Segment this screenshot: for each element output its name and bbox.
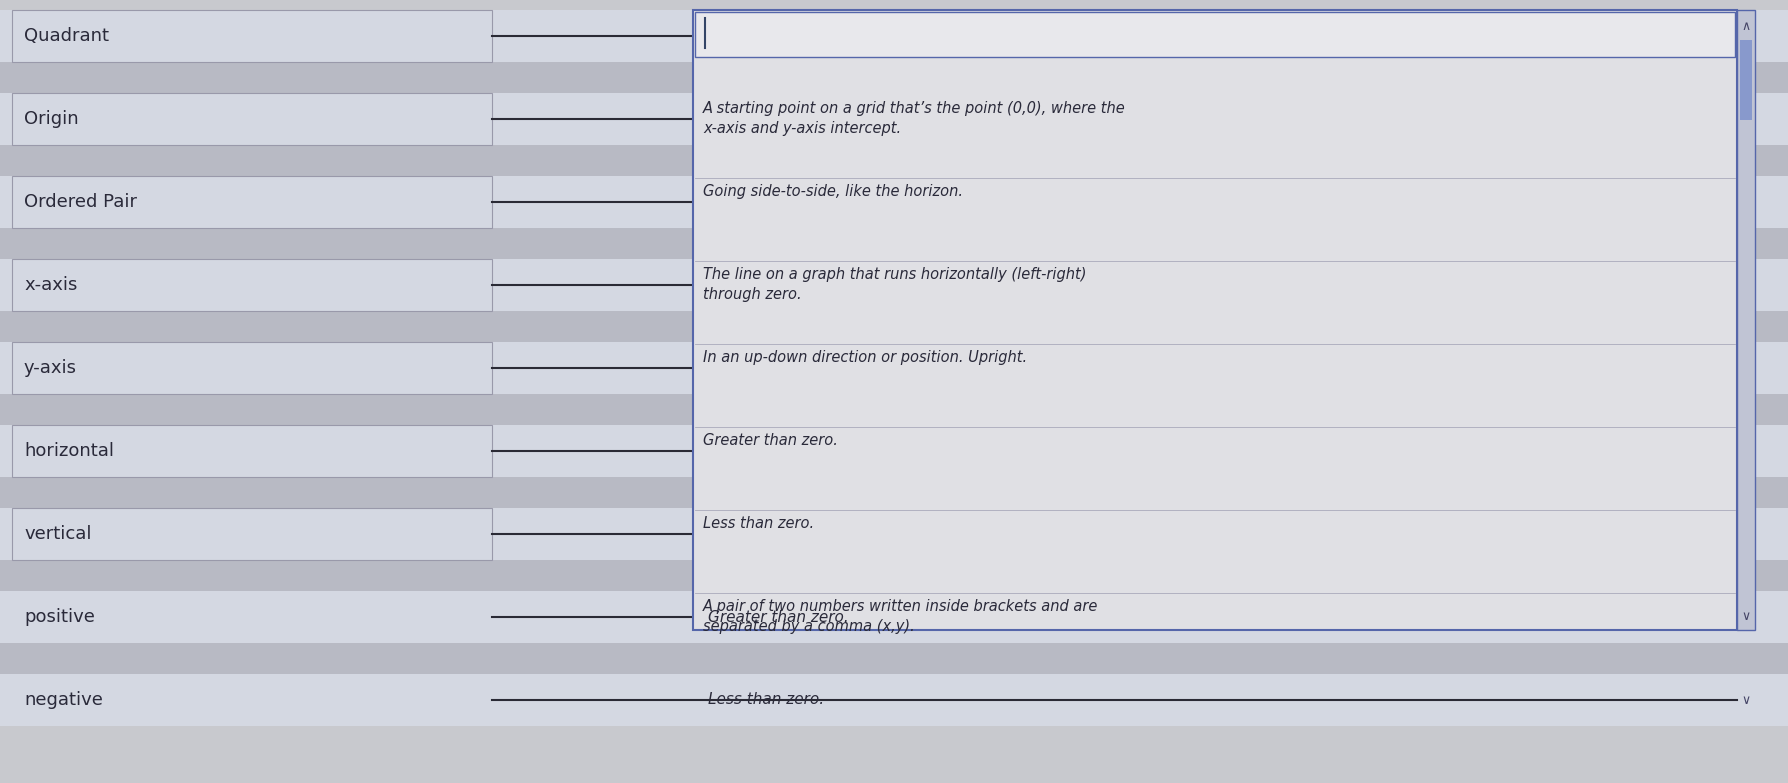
Bar <box>0 425 1788 477</box>
Text: horizontal: horizontal <box>23 442 114 460</box>
Bar <box>13 259 492 311</box>
Bar <box>0 145 1788 176</box>
Bar <box>0 643 1788 674</box>
Bar <box>0 342 1788 394</box>
Bar <box>0 228 1788 259</box>
Text: The line on a graph that runs horizontally (left-right)
through zero.: The line on a graph that runs horizontal… <box>703 267 1087 301</box>
Text: ∧: ∧ <box>1742 20 1750 33</box>
Text: Going side-to-side, like the horizon.: Going side-to-side, like the horizon. <box>703 184 964 199</box>
Text: Less than zero.: Less than zero. <box>708 692 824 708</box>
Bar <box>1736 10 1756 630</box>
Bar <box>694 10 1736 630</box>
Bar <box>0 674 1788 726</box>
Bar <box>0 176 1788 228</box>
Bar <box>0 93 1788 145</box>
Bar <box>696 12 1734 57</box>
Bar <box>0 508 1788 560</box>
Bar <box>0 311 1788 342</box>
Text: vertical: vertical <box>23 525 91 543</box>
Bar <box>0 394 1788 425</box>
Text: positive: positive <box>23 608 95 626</box>
Bar <box>0 10 1788 62</box>
Text: x-axis: x-axis <box>23 276 77 294</box>
Text: Origin: Origin <box>23 110 79 128</box>
Text: ∨: ∨ <box>1742 694 1750 706</box>
Bar <box>13 93 492 145</box>
Bar <box>13 176 492 228</box>
Text: y-axis: y-axis <box>23 359 77 377</box>
Bar <box>13 508 492 560</box>
Text: ∨: ∨ <box>1742 611 1750 623</box>
Bar <box>13 10 492 62</box>
Bar <box>0 62 1788 93</box>
Bar <box>1740 40 1752 120</box>
Text: Quadrant: Quadrant <box>23 27 109 45</box>
Text: Ordered Pair: Ordered Pair <box>23 193 138 211</box>
Text: A starting point on a grid that’s the point (0,0), where the
x-axis and y-axis i: A starting point on a grid that’s the po… <box>703 101 1126 135</box>
Bar <box>0 259 1788 311</box>
Bar <box>13 342 492 394</box>
Bar <box>0 477 1788 508</box>
Bar <box>0 560 1788 591</box>
Text: negative: negative <box>23 691 104 709</box>
Text: Less than zero.: Less than zero. <box>703 516 814 531</box>
Text: In an up-down direction or position. Upright.: In an up-down direction or position. Upr… <box>703 350 1026 365</box>
Text: A pair of two numbers written inside brackets and are
separated by a comma (x,y): A pair of two numbers written inside bra… <box>703 599 1098 633</box>
Bar <box>13 425 492 477</box>
Text: Greater than zero.: Greater than zero. <box>708 609 849 625</box>
Bar <box>0 591 1788 643</box>
Text: Greater than zero.: Greater than zero. <box>703 433 839 448</box>
